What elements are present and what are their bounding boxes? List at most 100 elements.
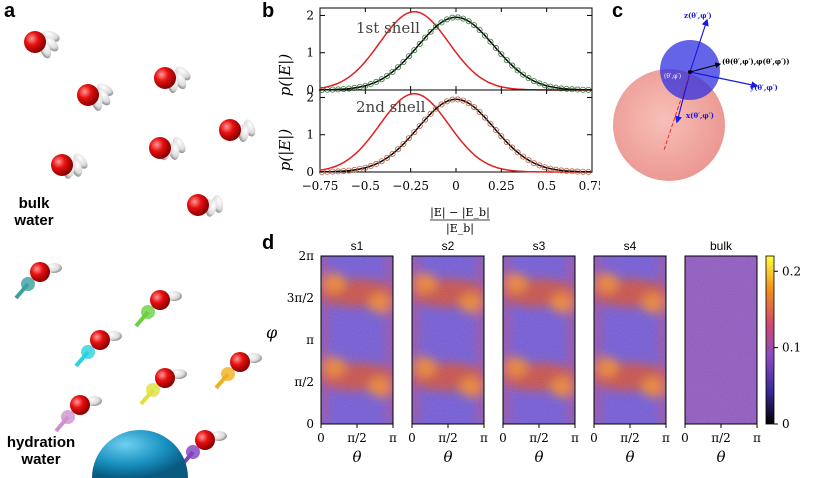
data-point — [411, 47, 418, 54]
y-tick-label: 2π — [298, 249, 314, 263]
data-point — [498, 133, 505, 140]
data-point — [476, 26, 483, 33]
data-point — [530, 160, 537, 167]
heatmap-title: s2 — [442, 239, 455, 253]
x-tick-label: π/2 — [438, 431, 458, 445]
data-point — [400, 140, 407, 147]
y-tick-label: 0 — [306, 417, 314, 431]
data-point — [509, 62, 516, 69]
data-point — [487, 38, 494, 45]
direction-label: (θ(θ′,φ′),φ(θ′,φ′)) — [722, 57, 790, 66]
heatmap-xlabel: θ — [625, 448, 634, 466]
y-tick-label: 2 — [306, 8, 314, 22]
data-point — [471, 22, 478, 29]
heatmap-xlabel: θ — [534, 448, 543, 466]
heatmap-panel-s2: s2 0 π/2 π θ — [408, 239, 488, 466]
x-tick-label: 0 — [317, 431, 325, 445]
data-point — [443, 16, 450, 23]
series-line-red — [319, 92, 592, 173]
data-point — [427, 28, 434, 35]
x-tick-label: 0.25 — [488, 179, 515, 193]
data-point — [509, 144, 516, 151]
heatmap-title: bulk — [710, 239, 733, 253]
xlabel-denominator: |E_b| — [446, 222, 474, 236]
top-ylabel: p(|E|) — [276, 54, 294, 97]
axis-z-label: z(θ′,φ′) — [684, 11, 712, 20]
heatmap-title: s4 — [624, 239, 637, 253]
heatmap-figure: s1 0 π/2 π θ s2 0 π/2 π θ s3 0 π/2 π θ s4 0 π/2 π θ bulk 0 π/2… — [266, 239, 801, 466]
y-tick-label: π — [306, 333, 314, 347]
colorbar — [765, 255, 775, 425]
data-point — [492, 45, 499, 52]
data-point — [514, 67, 521, 74]
data-point — [416, 40, 423, 47]
x-tick-label: π/2 — [529, 431, 549, 445]
x-tick-label: −0.5 — [351, 179, 380, 193]
x-tick-label: 0 — [499, 431, 507, 445]
data-point — [433, 105, 440, 112]
series-line-black — [320, 98, 592, 173]
data-point — [405, 135, 412, 142]
hydration-label-line2: water — [21, 451, 61, 468]
data-point — [405, 53, 412, 60]
data-point — [525, 75, 532, 82]
panel-d-letter: d — [262, 232, 275, 254]
bulk-water-molecule — [51, 153, 88, 179]
data-point — [373, 78, 380, 85]
data-point — [454, 96, 461, 103]
data-point — [422, 34, 429, 41]
heatmap-xlabel: θ — [443, 448, 452, 466]
data-point — [503, 57, 510, 64]
data-point — [356, 165, 363, 172]
data-point — [389, 150, 396, 157]
data-point — [520, 71, 527, 78]
y-tick-label: 3π/2 — [287, 291, 314, 305]
data-point — [541, 164, 548, 171]
data-point — [454, 14, 461, 21]
data-point — [525, 157, 532, 164]
heatmap-xlabel: θ — [352, 448, 361, 466]
data-point — [422, 116, 429, 123]
hydration-water-molecule — [179, 430, 227, 468]
data-point — [411, 129, 418, 136]
bulk-label-line1: bulk — [18, 195, 50, 212]
data-point — [530, 78, 537, 85]
data-point — [384, 72, 391, 79]
x-tick-label: 0.75 — [579, 179, 600, 193]
data-point — [503, 139, 510, 146]
x-tick-label: π/2 — [711, 431, 731, 445]
heatmap-panel-s3: s3 0 π/2 π θ — [499, 239, 579, 466]
x-tick-label: π/2 — [347, 431, 367, 445]
data-point — [433, 23, 440, 30]
data-point — [465, 100, 472, 107]
x-tick-label: −0.25 — [392, 179, 429, 193]
hydration-water-molecule — [14, 262, 62, 300]
hydration-label-line1: hydration — [6, 434, 76, 451]
data-point — [384, 154, 391, 161]
heatmap-panel-s4: s4 0 π/2 π θ — [590, 239, 670, 466]
data-point — [416, 122, 423, 129]
x-tick-label: π — [389, 431, 397, 445]
x-tick-label: 0.5 — [537, 179, 556, 193]
series-line-black — [320, 16, 592, 91]
top-shell-label: 1st shell — [356, 19, 420, 37]
data-point — [585, 168, 592, 175]
y-tick-label: 1 — [306, 128, 314, 142]
data-point — [487, 120, 494, 127]
x-tick-label: π — [753, 431, 761, 445]
heatmap-panel-s1: s1 0 π/2 π θ — [317, 239, 397, 466]
molecules-illustration — [14, 30, 262, 478]
colorbar-tick-label: 0.2 — [782, 264, 801, 278]
data-point — [536, 80, 543, 87]
hydration-water-label: hydration water — [2, 434, 80, 468]
heatmap-xlabel: θ — [716, 448, 725, 466]
data-point — [541, 82, 548, 89]
data-point — [471, 104, 478, 111]
hydration-water-molecule — [74, 330, 122, 368]
x-tick-label: π — [662, 431, 670, 445]
data-point — [520, 153, 527, 160]
axis-y-label: y(θ′,φ′) — [749, 83, 778, 92]
data-point — [547, 165, 554, 172]
solute-sphere — [92, 430, 188, 478]
